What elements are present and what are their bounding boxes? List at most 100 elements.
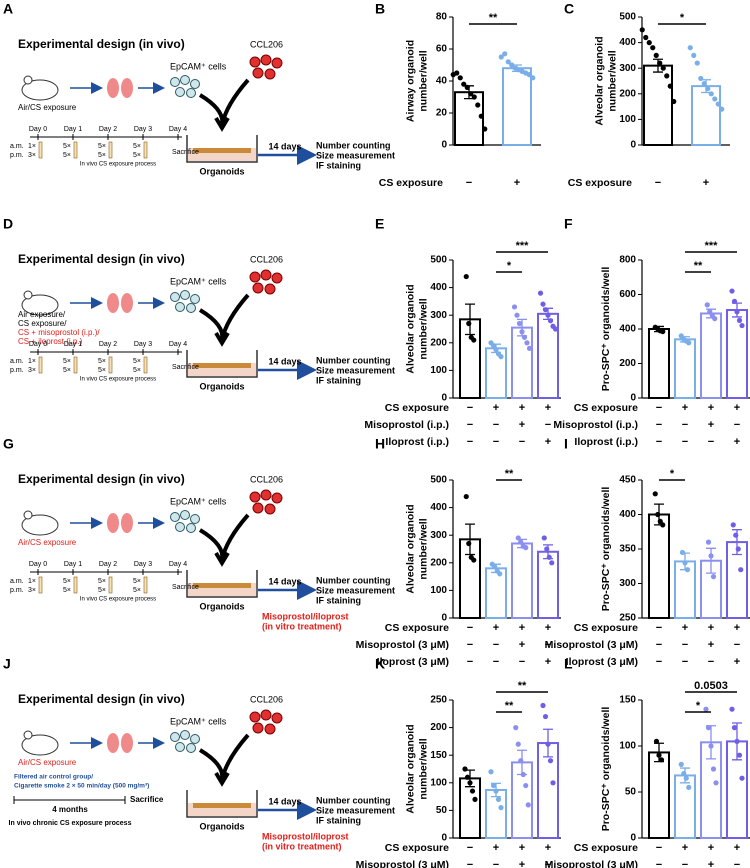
data-point	[705, 86, 711, 92]
row-sign: +	[493, 842, 499, 854]
row-sign: +	[708, 402, 714, 414]
data-point	[471, 337, 477, 343]
y-axis-label: number/well	[606, 50, 618, 111]
epcam-cell	[180, 75, 190, 85]
epcam-cell	[170, 512, 180, 522]
am-count: 5×	[133, 578, 141, 585]
data-point	[698, 75, 704, 82]
row-sign: −	[655, 177, 661, 189]
data-point	[708, 553, 714, 559]
data-point	[482, 126, 488, 132]
panel-label: G	[3, 436, 14, 452]
row-sign: +	[682, 622, 688, 634]
panel-label: A	[3, 1, 13, 17]
panel-label: C	[564, 1, 574, 17]
y-tick-label: 200	[430, 337, 447, 348]
y-tick-label: 500	[619, 12, 636, 23]
y-tick-label: 20	[436, 108, 448, 119]
data-point	[549, 560, 555, 566]
row-sign: +	[519, 639, 525, 651]
row-sign: −	[545, 859, 551, 868]
bar	[459, 777, 481, 839]
pm-count: 5×	[98, 367, 106, 374]
y-tick-label: 50	[436, 805, 448, 816]
am-count: 5×	[63, 143, 71, 150]
data-point	[734, 738, 740, 745]
significance-text: 0.0503	[694, 680, 728, 692]
data-point	[515, 741, 521, 747]
day-label: Day 1	[64, 561, 82, 568]
row-sign: −	[493, 639, 499, 651]
day-label: Day 0	[29, 341, 47, 348]
y-tick-label: 400	[619, 324, 636, 335]
bar	[648, 513, 670, 619]
data-point	[463, 493, 469, 500]
data-point	[736, 752, 743, 758]
merge-arrow	[198, 293, 250, 347]
cells-label: EpCAM⁺ cells	[170, 61, 227, 71]
epcam-cell	[190, 294, 200, 304]
ccl-cell	[264, 503, 276, 515]
row-sign: −	[467, 436, 473, 448]
lung-icon	[107, 513, 119, 533]
dish	[186, 570, 258, 598]
significance-text: *	[507, 260, 512, 272]
y-tick-label: 500	[430, 255, 447, 266]
culture-label: 14 days	[268, 141, 301, 151]
row-label: Iloprost (i.p.)	[574, 436, 638, 448]
row-sign: −	[545, 639, 551, 651]
row-sign: −	[656, 402, 662, 414]
y-axis-label: number/well	[417, 298, 429, 359]
epcam-cell	[186, 303, 196, 313]
data-point	[719, 106, 725, 112]
y-tick-label: 40	[436, 76, 448, 87]
row-sign: −	[467, 859, 473, 868]
row-sign: +	[708, 639, 714, 651]
exposure-text: CS exposure/	[18, 319, 67, 328]
row-label: Misoprostol (3 μM)	[545, 639, 638, 651]
error-bar	[465, 523, 475, 556]
bar	[454, 91, 484, 146]
bar	[537, 550, 559, 620]
treatment: (in vitro treatment)	[262, 841, 342, 851]
epcam-cell	[190, 514, 200, 524]
lung-icon	[121, 513, 133, 533]
data-point	[694, 60, 700, 66]
data-point	[540, 301, 546, 307]
timeline-text: Cigarette smoke 2 × 50 min/day (500 mg/m…	[14, 783, 149, 790]
day-label: Day 2	[99, 561, 117, 568]
bar	[502, 67, 532, 146]
row-label: CS exposure	[574, 622, 638, 634]
outcome: Number counting	[316, 355, 391, 365]
data-point	[686, 340, 692, 346]
pm-count: 5×	[133, 152, 141, 159]
pm-count: 3×	[28, 367, 36, 374]
significance-text: **	[694, 260, 703, 272]
outcome: Number counting	[316, 795, 391, 805]
ccl-cell	[260, 269, 272, 281]
duration: 4 months	[52, 805, 88, 814]
y-axis-label: Alveolar organoid	[404, 504, 416, 593]
y-tick-label: 150	[619, 695, 636, 706]
error-bar	[465, 303, 475, 336]
data-point	[519, 329, 525, 335]
significance-text: ***	[516, 240, 530, 252]
data-point	[518, 539, 524, 545]
data-point	[464, 84, 470, 90]
row-sign: +	[708, 842, 714, 854]
pm-label: p.m.	[10, 587, 24, 594]
y-tick-label: 200	[430, 722, 447, 733]
row-sign: +	[734, 436, 740, 448]
data-point	[731, 725, 738, 731]
y-tick-label: 800	[619, 255, 636, 266]
row-sign: +	[708, 419, 714, 431]
day-label: Day 1	[64, 126, 82, 133]
y-tick-label: 200	[619, 88, 636, 99]
row-sign: −	[682, 436, 688, 448]
data-point	[734, 309, 740, 315]
data-point	[530, 75, 536, 81]
day-label: Day 1	[64, 341, 82, 348]
ccl-cell	[264, 283, 276, 295]
data-point	[643, 34, 649, 41]
data-point	[526, 345, 533, 351]
